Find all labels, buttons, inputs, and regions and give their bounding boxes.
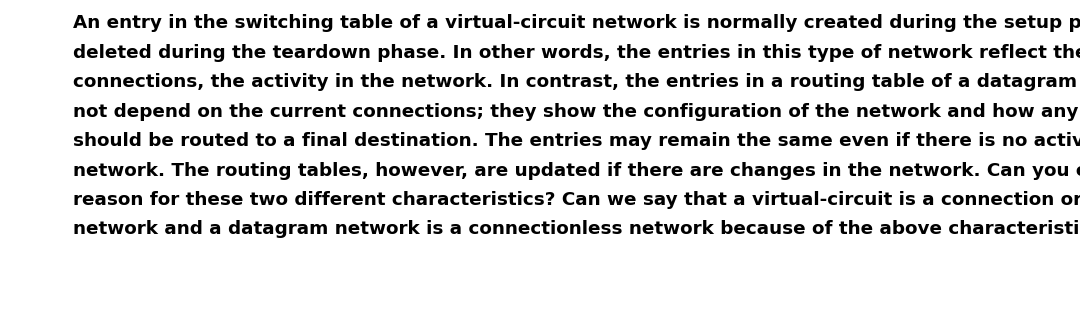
Text: deleted during the teardown phase. In other words, the entries in this type of n: deleted during the teardown phase. In ot… — [73, 43, 1080, 61]
Text: network. The routing tables, however, are updated if there are changes in the ne: network. The routing tables, however, ar… — [73, 162, 1080, 179]
Text: An entry in the switching table of a virtual-circuit network is normally created: An entry in the switching table of a vir… — [73, 14, 1080, 32]
Text: not depend on the current connections; they show the configuration of the networ: not depend on the current connections; t… — [73, 103, 1080, 120]
Text: connections, the activity in the network. In contrast, the entries in a routing : connections, the activity in the network… — [73, 73, 1080, 91]
Text: network and a datagram network is a connectionless network because of the above : network and a datagram network is a conn… — [73, 221, 1080, 238]
Text: reason for these two different characteristics? Can we say that a virtual-circui: reason for these two different character… — [73, 191, 1080, 209]
Text: should be routed to a final destination. The entries may remain the same even if: should be routed to a final destination.… — [73, 132, 1080, 150]
